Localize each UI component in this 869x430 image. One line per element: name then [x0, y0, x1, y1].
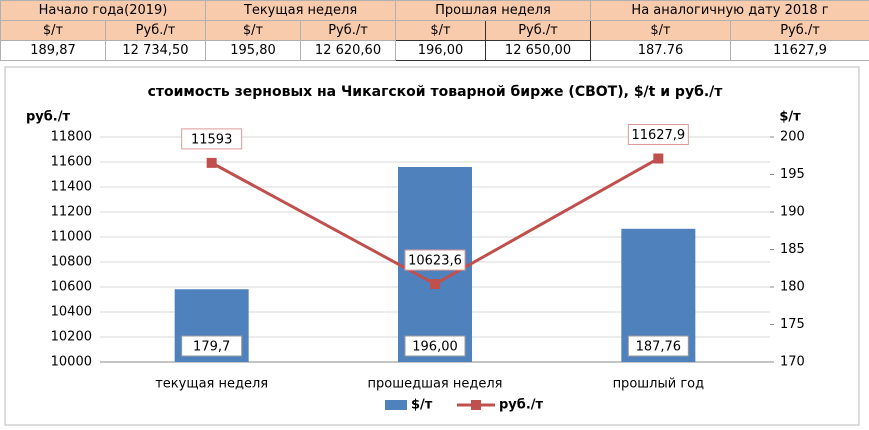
y2-tick-label: 195 — [780, 167, 805, 182]
value-cell: 12 650,00 — [485, 40, 592, 61]
x-tick-label: прошлый год — [613, 377, 705, 392]
y-tick-label: 11600 — [51, 155, 92, 170]
y2-tick-label: 200 — [780, 130, 805, 145]
summary-table: Начало года(2019) Текущая неделя Прошлая… — [0, 0, 869, 61]
value-cell: 196,00 — [395, 40, 487, 61]
subheader-cell: $/т — [205, 20, 301, 41]
subheader-cell: Руб./т — [105, 20, 206, 41]
subheader-row: $/т Руб./т $/т Руб./т $/т Руб./т $/т Руб… — [0, 20, 869, 41]
value-cell: 195,80 — [205, 40, 301, 61]
y-tick-label: 10400 — [51, 305, 92, 320]
y-tick-label: 10200 — [51, 330, 92, 345]
y2-tick-label: 180 — [780, 280, 805, 295]
y2-tick-label: 170 — [780, 355, 805, 370]
x-tick-label: прошедшая неделя — [367, 377, 502, 392]
value-label: 187,76 — [636, 340, 682, 355]
value-label: 196,00 — [412, 340, 458, 355]
marker — [430, 279, 440, 290]
marker — [653, 153, 664, 164]
marker — [206, 157, 217, 168]
legend-label: $/т — [411, 398, 433, 413]
value-label-box — [181, 128, 243, 150]
legend-swatch — [471, 400, 481, 410]
value-cell: 12 620,60 — [299, 40, 397, 61]
value-label-box — [627, 124, 689, 146]
header-cell: Прошлая неделя — [395, 0, 592, 21]
value-row: 189,87 12 734,50 195,80 12 620,60 196,00… — [0, 40, 869, 61]
subheader-cell: Руб./т — [299, 20, 397, 41]
subheader-cell: $/т — [0, 20, 106, 41]
value-cell: 12 734,50 — [105, 40, 206, 61]
value-label: 11627,9 — [631, 128, 685, 143]
y-tick-label: 11000 — [51, 230, 92, 245]
header-cell: Начало года(2019) — [0, 0, 206, 21]
header-row: Начало года(2019) Текущая неделя Прошлая… — [0, 0, 869, 21]
value-cell: 187.76 — [590, 40, 732, 61]
value-cell: 189,87 — [0, 40, 106, 61]
value-label: 11593 — [191, 132, 232, 147]
legend-label: руб./т — [499, 398, 544, 413]
x-tick-label: текущая неделя — [155, 377, 268, 392]
subheader-cell: Руб./т — [730, 20, 869, 41]
value-label-box — [404, 249, 466, 271]
value-label: 179,7 — [193, 340, 230, 355]
legend-swatch — [385, 400, 407, 410]
y-tick-label: 10000 — [51, 355, 92, 370]
y-axis-title: руб./т — [26, 110, 71, 125]
chart-title: стоимость зерновых на Чикагской товарной… — [148, 84, 724, 100]
subheader-cell: Руб./т — [485, 20, 592, 41]
y2-tick-label: 190 — [780, 205, 805, 220]
value-label-box — [627, 335, 689, 357]
y-tick-label: 11200 — [51, 205, 92, 220]
y-tick-label: 10800 — [51, 255, 92, 270]
value-label-box — [181, 335, 243, 357]
subheader-cell: $/т — [590, 20, 732, 41]
value-cell: 11627,9 — [730, 40, 869, 61]
y2-tick-label: 175 — [780, 317, 805, 332]
y2-tick-label: 185 — [780, 242, 805, 257]
subheader-cell: $/т — [395, 20, 487, 41]
y-tick-label: 11400 — [51, 180, 92, 195]
y-tick-label: 10600 — [51, 280, 92, 295]
header-cell: На аналогичную дату 2018 г — [590, 0, 869, 21]
header-cell: Текущая неделя — [204, 0, 397, 21]
y2-axis-title: $/т — [779, 110, 801, 125]
value-label-box — [404, 335, 466, 357]
y-tick-label: 11800 — [51, 130, 92, 145]
value-label: 10623,6 — [408, 254, 462, 269]
